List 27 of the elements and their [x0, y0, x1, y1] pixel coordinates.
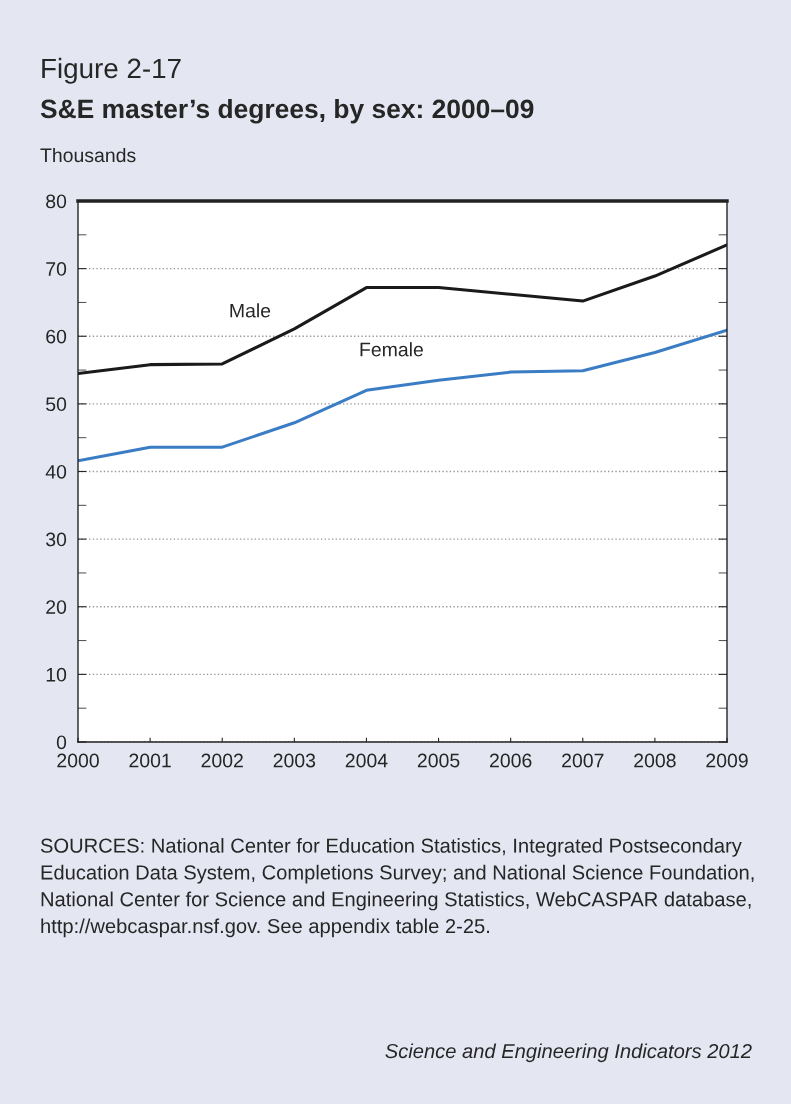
x-tick-label: 2004	[345, 753, 388, 768]
x-tick-label: 2006	[490, 753, 532, 768]
y-tick-label: 10	[46, 667, 67, 682]
x-tick-label: 2001	[129, 753, 171, 768]
x-tick-label: 2003	[273, 753, 316, 768]
y-tick-label: 50	[46, 397, 67, 412]
y-tick-label: 80	[46, 194, 67, 209]
y-tick-label: 60	[46, 329, 67, 344]
line-series	[78, 328, 727, 463]
x-tick-label: 2000	[57, 753, 99, 768]
chart-subtitle: S&E master’s degrees, by sex: 2000–09	[40, 98, 534, 124]
series-label: Male	[230, 303, 271, 318]
x-tick-label: 2009	[706, 753, 748, 768]
text: Science and Engineering Indicators 2012	[385, 1043, 752, 1063]
x-tick-label: 2002	[201, 753, 243, 768]
x-tick-label: 2005	[417, 753, 460, 768]
x-tick-label: 2007	[562, 753, 604, 768]
source-note: SOURCES: National Center for Education Statistics, Integrated Postsecondary Education Data System, Completions Survey; and National Science Foundation, National Center for Science and Engineering Statistics, WebCASPAR database, http://webcaspar.nsf.gov. See appendix table 2-25.	[40, 838, 754, 938]
y-tick-label: 0	[56, 735, 67, 750]
y-axis-title: Thousands	[40, 147, 136, 163]
y-tick-label: 30	[46, 532, 67, 547]
x-tick-label: 2008	[634, 753, 676, 768]
y-tick-label: 70	[46, 262, 67, 276]
chart-title: Figure 2-17	[42, 57, 181, 84]
series-label: Female	[360, 342, 423, 357]
y-tick-label: 40	[45, 464, 67, 479]
y-tick-label: 20	[46, 600, 67, 614]
